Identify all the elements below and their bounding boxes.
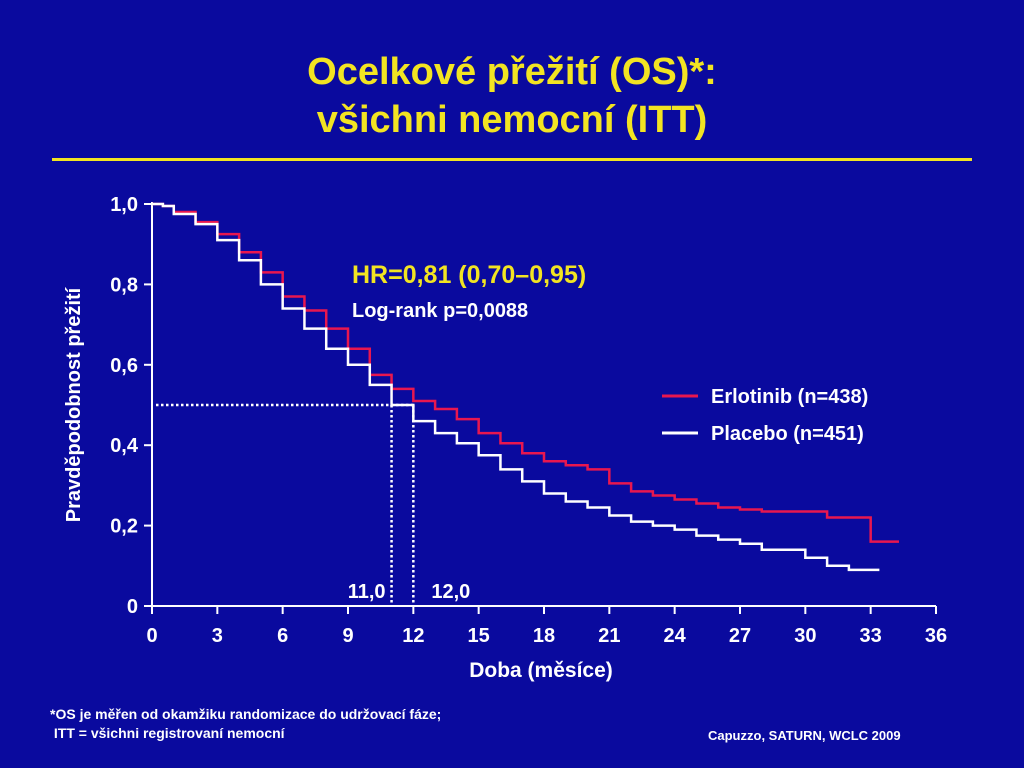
- x-tick-label: 18: [533, 625, 555, 647]
- x-tick-label: 24: [664, 625, 687, 647]
- legend-label: Placebo (n=451): [711, 423, 864, 445]
- footnote-line-2: ITT = všichni registrovaní nemocní: [50, 725, 285, 741]
- x-axis-title: Doba (měsíce): [469, 659, 613, 682]
- median-placebo-label: 11,0: [348, 581, 386, 603]
- median-guides: [156, 403, 415, 604]
- y-tick-label: 0,4: [110, 435, 139, 457]
- y-tick-label: 0,2: [110, 516, 138, 538]
- hazard-ratio-label: HR=0,81 (0,70–0,95): [352, 261, 586, 289]
- footnote-line-1: *OS je měřen od okamžiku randomizace do …: [50, 706, 442, 722]
- y-axis-title: Pravděpodobnost přežití: [63, 286, 85, 522]
- median-erlotinib-label: 12,0: [431, 581, 470, 603]
- source-citation: Capuzzo, SATURN, WCLC 2009: [708, 728, 901, 743]
- series-line-placebo: [152, 202, 880, 572]
- x-tick-label: 36: [925, 625, 947, 647]
- x-tick-label: 33: [860, 625, 882, 647]
- chart-legend: Erlotinib (n=438) Placebo (n=451): [662, 386, 868, 445]
- slide-title-line-1: Ocelkové přežití (OS)*:: [307, 51, 717, 93]
- x-tick-label: 21: [598, 625, 620, 647]
- y-tick-label: 0: [127, 596, 138, 618]
- x-tick-label: 6: [277, 625, 288, 647]
- x-tick-label: 30: [794, 625, 816, 647]
- footnote: *OS je měřen od okamžiku randomizace do …: [50, 705, 441, 743]
- legend-label: Erlotinib (n=438): [711, 386, 868, 408]
- y-tick-label: 0,6: [110, 355, 138, 377]
- chart-axes: 0 3 6 9 12 15 18 21 24 27 30 33 3600,20,40,60,81,0Do…: [63, 194, 947, 682]
- survival-chart: 0 3 6 9 12 15 18 21 24 27 30 33 3600,20,40,60,81,0Do…: [63, 194, 947, 682]
- series-line-erlotinib: [152, 202, 899, 543]
- x-tick-label: 3: [212, 625, 223, 647]
- x-tick-label: 15: [468, 625, 490, 647]
- y-tick-label: 0,8: [110, 274, 138, 296]
- slide-title: Ocelkové přežití (OS)*: všichni nemocní …: [0, 48, 1024, 144]
- title-divider: [52, 158, 972, 161]
- x-tick-label: 0: [146, 625, 157, 647]
- x-tick-label: 27: [729, 625, 751, 647]
- chart-labels: HR=0,81 (0,70–0,95) Log-rank p=0,0088 11,0…: [348, 261, 586, 603]
- y-tick-label: 1,0: [110, 194, 138, 216]
- slide-title-line-2: všichni nemocní (ITT): [316, 99, 708, 141]
- x-tick-label: 12: [402, 625, 424, 647]
- x-tick-label: 9: [342, 625, 353, 647]
- chart-series: [152, 202, 899, 572]
- log-rank-label: Log-rank p=0,0088: [352, 300, 528, 322]
